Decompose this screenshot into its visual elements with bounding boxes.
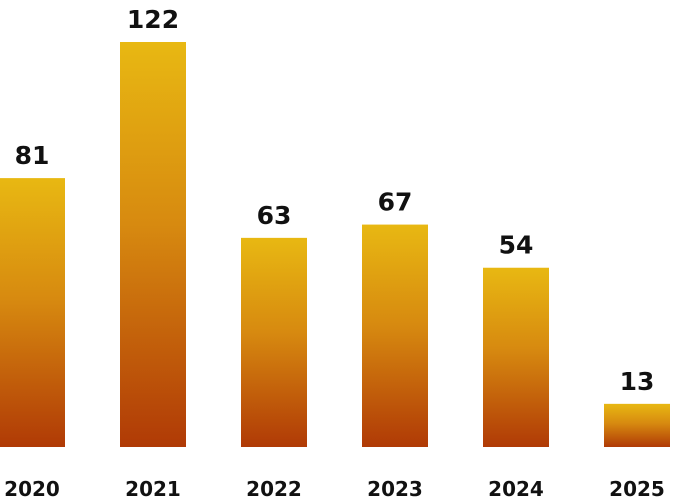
bar-2021 [120,42,186,447]
category-label-2023: 2023 [367,477,423,501]
category-label-2020: 2020 [4,477,60,501]
bar-2020 [0,178,65,447]
value-label-2024: 54 [499,231,534,260]
bars-group [0,42,670,447]
category-label-2025: 2025 [609,477,665,501]
category-label-2022: 2022 [246,477,302,501]
bar-2025 [604,403,670,447]
category-label-2021: 2021 [125,477,181,501]
category-label-2024: 2024 [488,477,544,501]
bar-2023 [362,224,428,447]
value-label-2021: 122 [127,5,179,34]
value-label-2025: 13 [620,367,655,396]
value-label-2023: 67 [378,188,413,217]
value-label-2020: 81 [15,141,50,170]
value-label-2022: 63 [257,201,292,230]
bar-2022 [241,237,307,447]
bar-2024 [483,267,549,447]
value-labels-group: 81 122 63 67 54 13 [15,5,655,396]
category-labels-group: 2020 2021 2022 2023 2024 2025 [4,477,665,501]
